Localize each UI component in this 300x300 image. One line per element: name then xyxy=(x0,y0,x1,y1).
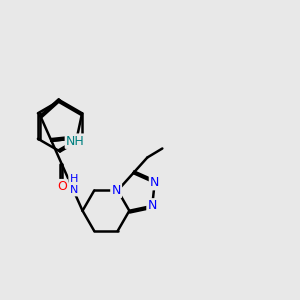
Text: NH: NH xyxy=(66,135,85,148)
Text: O: O xyxy=(57,180,67,193)
Text: N: N xyxy=(111,184,121,197)
Text: N: N xyxy=(148,200,157,212)
Text: H
N: H N xyxy=(70,174,78,195)
Text: N: N xyxy=(150,176,159,189)
